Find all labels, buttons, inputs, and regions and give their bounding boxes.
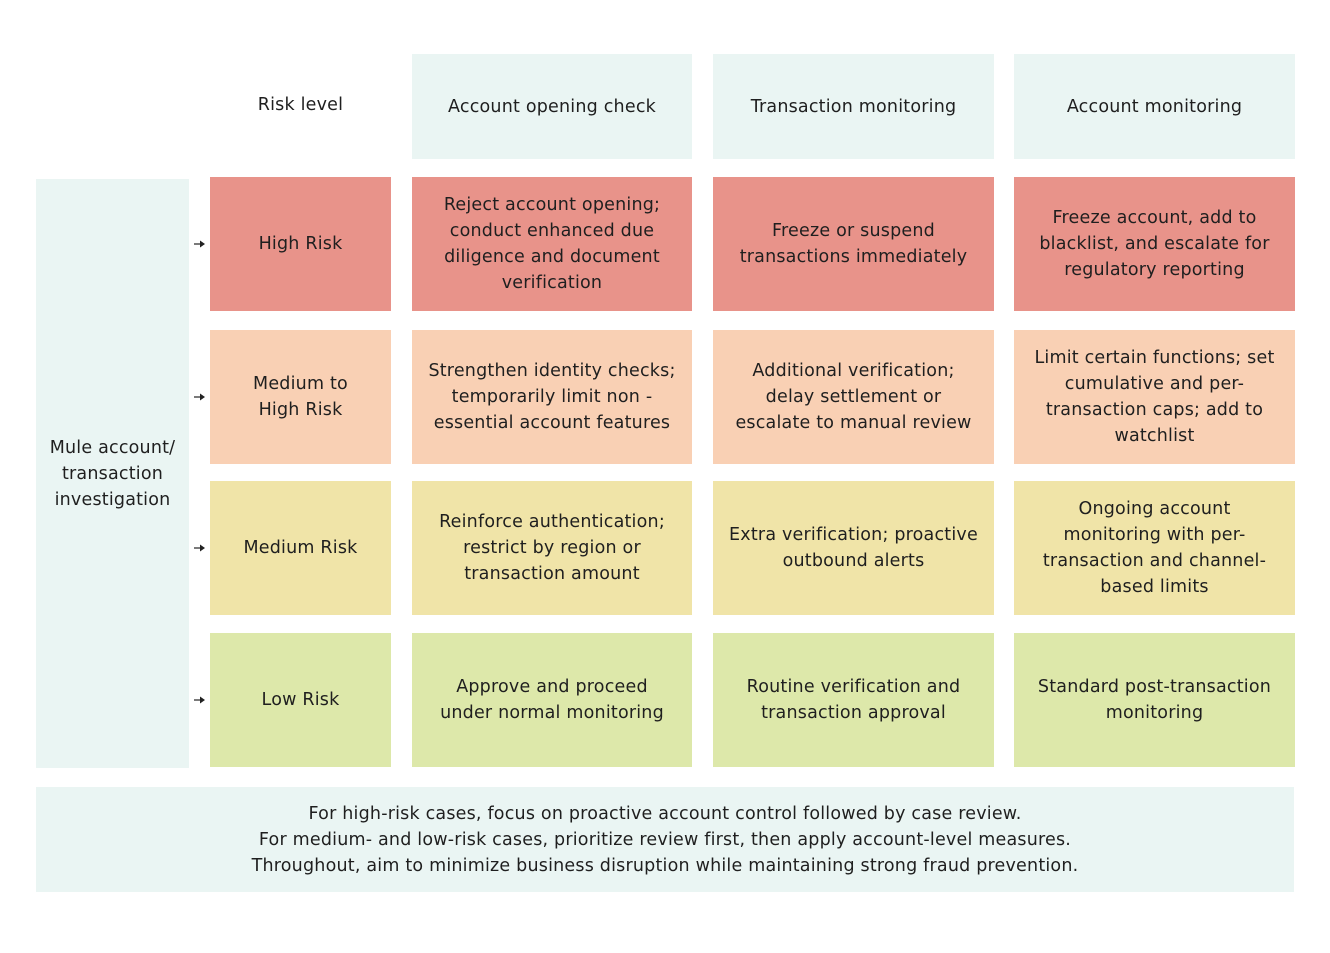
summary-note-line: Throughout, aim to minimize business dis… — [251, 855, 1079, 876]
summary-note-line: For high-risk cases, focus on proactive … — [308, 803, 1022, 824]
column-header-account-opening-check: Account opening check — [412, 54, 692, 159]
arrow-icon — [194, 392, 206, 402]
cell-low-account-opening: Approve and proceed under normal monitor… — [412, 633, 692, 767]
cell-medhigh-account-monitoring: Limit certain functions; set cumulative … — [1014, 330, 1295, 464]
cell-low-transaction-monitoring: Routine verification and transaction app… — [713, 633, 994, 767]
risk-level-header: Risk level — [257, 95, 344, 115]
cell-low-account-monitoring: Standard post-transaction monitoring — [1014, 633, 1295, 767]
risk-level-low: Low Risk — [210, 633, 391, 767]
cell-high-account-monitoring: Freeze account, add to blacklist, and es… — [1014, 177, 1295, 311]
risk-level-high: High Risk — [210, 177, 391, 311]
cell-high-transaction-monitoring: Freeze or suspend transactions immediate… — [713, 177, 994, 311]
summary-note-line: For medium- and low-risk cases, prioriti… — [258, 829, 1072, 850]
cell-medium-transaction-monitoring: Extra verification; proactive outbound a… — [713, 481, 994, 615]
cell-high-account-opening: Reject account opening; conduct enhanced… — [412, 177, 692, 311]
arrow-icon — [194, 239, 206, 249]
cell-medium-account-opening: Reinforce authentication; restrict by re… — [412, 481, 692, 615]
risk-level-medium: Medium Risk — [210, 481, 391, 615]
cell-medhigh-account-opening: Strengthen identity checks; temporarily … — [412, 330, 692, 464]
column-header-account-monitoring: Account monitoring — [1014, 54, 1295, 159]
arrow-icon — [194, 543, 206, 553]
risk-level-medium-to-high: Medium to High Risk — [210, 330, 391, 464]
column-header-transaction-monitoring: Transaction monitoring — [713, 54, 994, 159]
arrow-icon — [194, 695, 206, 705]
side-label-mule-investigation: Mule account/ transaction investigation — [36, 179, 189, 768]
cell-medhigh-transaction-monitoring: Additional verification; delay settlemen… — [713, 330, 994, 464]
summary-note: For high-risk cases, focus on proactive … — [36, 787, 1294, 892]
cell-medium-account-monitoring: Ongoing account monitoring with per-tran… — [1014, 481, 1295, 615]
